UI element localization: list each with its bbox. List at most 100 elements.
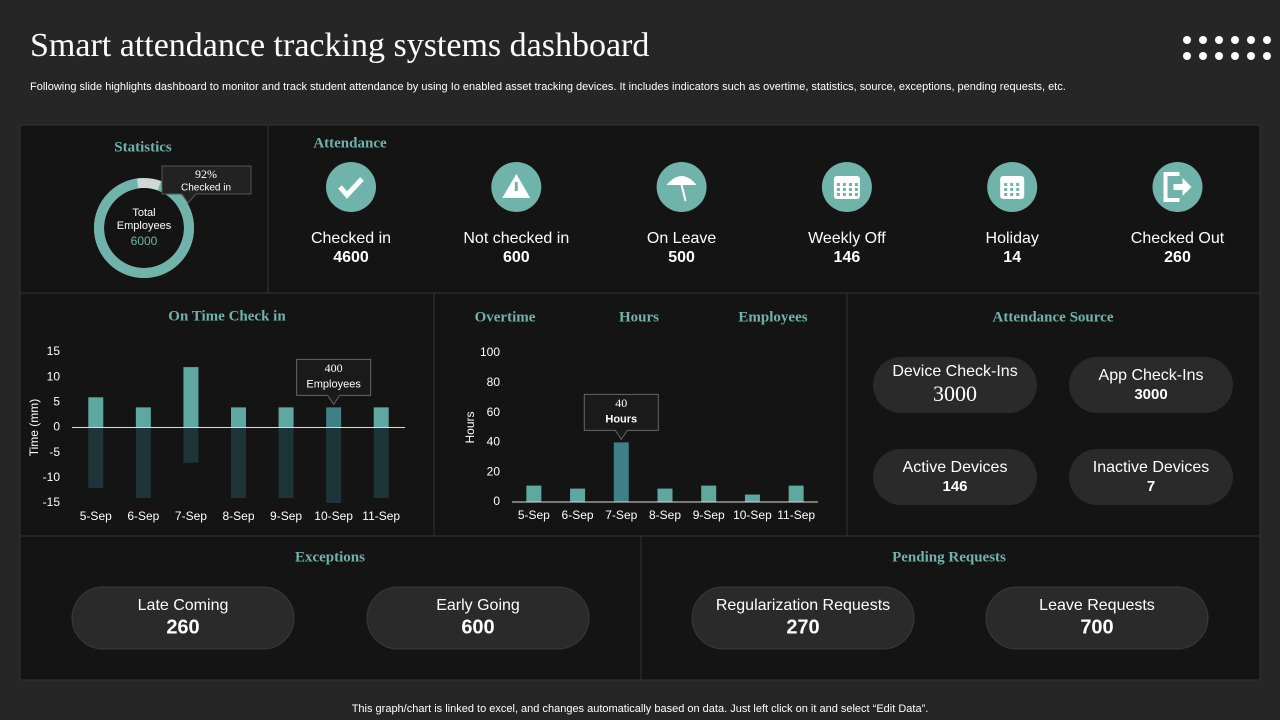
bar	[231, 407, 246, 428]
icon-glyph	[842, 183, 846, 186]
x-tick-label: 8-Sep	[649, 508, 681, 522]
icon-glyph	[680, 184, 687, 202]
icon-glyph	[842, 193, 846, 196]
pill	[985, 586, 1209, 650]
item-value: 3000	[1134, 386, 1167, 403]
y-tick-label: 0	[493, 494, 500, 508]
item-label: Checked Out	[1131, 230, 1225, 247]
x-tick-label: 8-Sep	[222, 509, 254, 523]
y-tick-label: 80	[487, 375, 501, 389]
callout-box	[161, 165, 252, 204]
panel-heading: Exceptions	[295, 549, 365, 565]
icon-glyph	[854, 183, 858, 186]
icon-glyph	[836, 183, 840, 186]
x-tick-label: 6-Sep	[562, 508, 594, 522]
y-tick-label: 5	[53, 395, 60, 409]
y-tick-label: 60	[487, 405, 501, 419]
x-tick-label: 7-Sep	[175, 509, 207, 523]
pill	[873, 449, 1037, 505]
icon-glyph	[848, 188, 852, 191]
panel-heading: Attendance Source	[993, 309, 1114, 325]
icon-glyph	[1010, 193, 1014, 196]
item-value: 260	[1164, 249, 1191, 266]
y-axis-label: Time (mm)	[27, 399, 41, 457]
y-tick-label: 10	[47, 369, 61, 383]
item-value: 3000	[933, 381, 977, 406]
panel-heading: Employees	[738, 309, 807, 325]
item-value: 4600	[333, 249, 369, 266]
icon-glyph	[836, 188, 840, 191]
bar	[373, 427, 389, 498]
y-axis-label: Hours	[463, 411, 477, 443]
pill	[366, 586, 590, 650]
callout-value: 40	[615, 396, 627, 410]
bar	[135, 427, 151, 498]
item-label: Weekly Off	[808, 230, 886, 247]
bar	[278, 427, 294, 498]
item-label: Late Coming	[138, 597, 229, 614]
icon-glyph	[848, 193, 852, 196]
item-label: Inactive Devices	[1093, 459, 1210, 476]
bar	[373, 407, 389, 428]
item-value: 500	[668, 249, 695, 266]
icon-glyph	[836, 193, 840, 196]
callout-label: Checked in	[181, 183, 231, 194]
panel-heading: Statistics	[114, 139, 172, 155]
y-tick-label: 0	[53, 420, 60, 434]
icon-glyph	[854, 188, 858, 191]
bar	[788, 485, 804, 502]
x-tick-label: 10-Sep	[314, 509, 353, 523]
bar	[183, 427, 199, 463]
bar	[88, 427, 104, 488]
callout-label: Employees	[306, 378, 361, 390]
item-label: Not checked in	[463, 230, 569, 247]
y-tick-label: 40	[487, 435, 501, 449]
icon-glyph	[1173, 178, 1192, 196]
panel-heading: Hours	[619, 309, 659, 325]
panels	[19, 124, 1261, 681]
item-label: Checked in	[311, 230, 391, 247]
bar	[326, 427, 342, 503]
item-value: 270	[786, 616, 819, 638]
callout-label: Hours	[605, 413, 637, 425]
icon-glyph	[338, 177, 364, 199]
y-tick-label: -15	[43, 495, 61, 509]
x-tick-label: 6-Sep	[127, 509, 159, 523]
item-value: 700	[1080, 616, 1113, 638]
icon-glyph	[833, 176, 860, 199]
y-tick-label: 20	[487, 464, 501, 478]
icon-glyph	[1163, 172, 1180, 202]
pill	[1069, 357, 1233, 413]
item-value: 600	[461, 616, 494, 638]
bar	[657, 488, 673, 502]
title: Smart attendance tracking systems dashbo…	[30, 27, 649, 64]
item-value: 146	[834, 249, 861, 266]
x-tick-label: 7-Sep	[605, 508, 637, 522]
pill	[1069, 449, 1233, 505]
center-label: Total Employees 6000	[112, 207, 176, 248]
item-label: Leave Requests	[1039, 597, 1155, 614]
icon-glyph	[1010, 188, 1014, 191]
bar	[135, 407, 151, 428]
pill	[71, 586, 295, 650]
icon-glyph	[1016, 183, 1020, 186]
icon-glyph	[666, 176, 697, 185]
item-label: Holiday	[986, 230, 1039, 247]
item-label: Active Devices	[903, 459, 1008, 476]
panel-heading: Overtime	[475, 309, 536, 325]
bar	[526, 485, 542, 502]
bar	[183, 367, 199, 428]
decor-dots	[1183, 36, 1271, 60]
icon-glyph	[1004, 183, 1008, 186]
item-value: 600	[503, 249, 530, 266]
panel-heading: Attendance	[313, 135, 387, 151]
item-label: Device Check-Ins	[892, 363, 1017, 380]
item-label: On Leave	[647, 230, 716, 247]
y-tick-label: 15	[47, 344, 61, 358]
panel-heading: Pending Requests	[892, 549, 1006, 565]
pill	[873, 357, 1037, 413]
callout-percent: 92%	[195, 167, 217, 181]
footer: This graph/chart is linked to excel, and…	[352, 703, 929, 715]
icon-glyph	[1004, 188, 1008, 191]
